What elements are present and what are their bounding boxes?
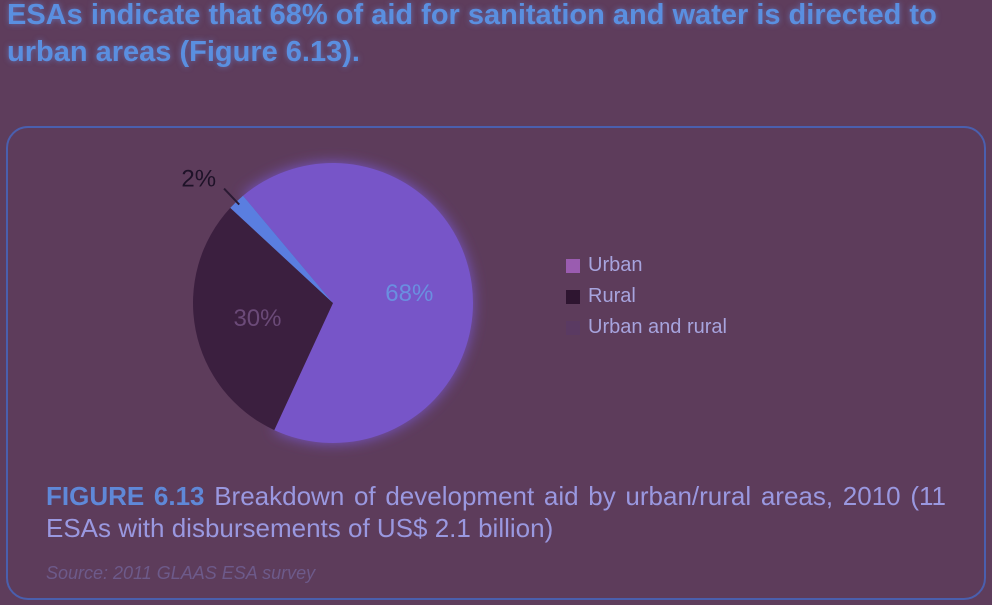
source-note: Source: 2011 GLAAS ESA survey bbox=[46, 563, 316, 583]
legend-label-urban-and-rural: Urban and rural bbox=[588, 316, 727, 338]
pie-label-urban-and-rural: 2% bbox=[181, 166, 216, 193]
figure-caption: FIGURE 6.13 Breakdown of development aid… bbox=[46, 480, 946, 544]
legend-item-urban: Urban bbox=[566, 250, 727, 281]
caption-text: Breakdown of development aid by urban/ru… bbox=[46, 481, 946, 543]
legend: Urban Rural Urban and rural bbox=[566, 250, 727, 343]
pie-slice-urban-and-rural bbox=[230, 195, 333, 303]
legend-swatch-urban bbox=[566, 258, 580, 273]
legend-label-rural: Rural bbox=[588, 285, 636, 307]
legend-swatch-rural bbox=[566, 289, 580, 304]
pie-label-urban: 68% bbox=[385, 280, 433, 307]
pie-label-rural: 30% bbox=[233, 305, 281, 332]
legend-swatch-urban-and-rural bbox=[566, 320, 580, 335]
figure-panel bbox=[6, 126, 986, 600]
legend-item-urban-and-rural: Urban and rural bbox=[566, 312, 727, 343]
pie-slice-rural bbox=[192, 207, 333, 431]
pie-leader-line bbox=[223, 187, 240, 206]
figure-label: FIGURE 6.13 bbox=[46, 481, 205, 511]
headline: ESAs indicate that 68% of aid for sanita… bbox=[7, 0, 937, 68]
legend-label-urban: Urban bbox=[588, 254, 643, 276]
pie-slice-urban bbox=[243, 163, 474, 443]
legend-item-rural: Rural bbox=[566, 281, 727, 312]
